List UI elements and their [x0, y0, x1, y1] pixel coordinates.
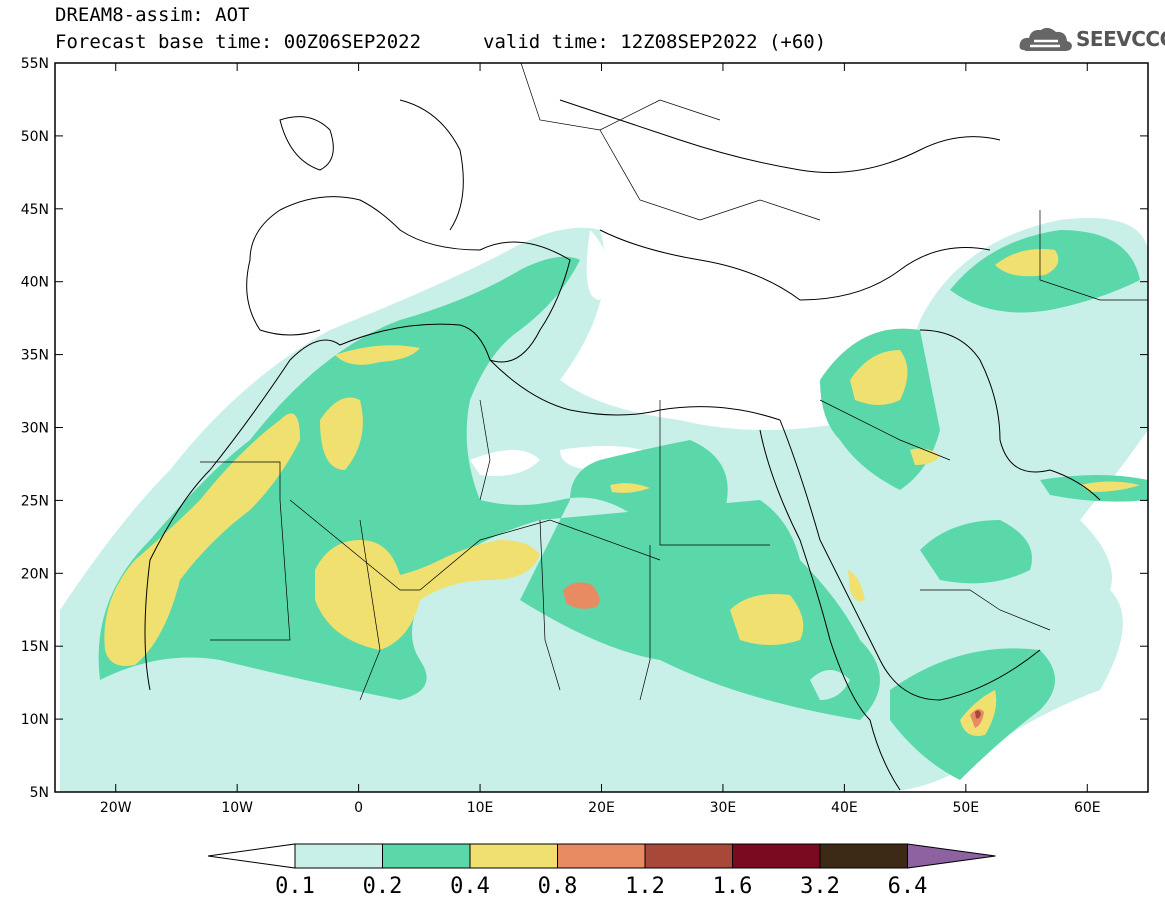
coastlines	[144, 99, 1101, 791]
colorbar-swatch	[819, 843, 908, 869]
lon-label: 10W	[221, 800, 253, 816]
colorbar-right-arrow	[907, 843, 996, 869]
longitude-axis: 20W 10W 0 10E 20E 30E 40E 50E 60E	[100, 63, 1101, 816]
lat-label: 45N	[21, 202, 49, 218]
lat-label: 10N	[21, 712, 49, 728]
lat-label: 15N	[21, 639, 49, 655]
lat-label: 5N	[30, 785, 49, 801]
cloud-icon	[1019, 27, 1072, 51]
aot-contour-1.2	[975, 710, 981, 719]
colorbar-swatch	[469, 843, 558, 869]
colorbar-left-arrow	[207, 843, 296, 869]
country-borders	[200, 63, 1148, 701]
colorbar-label: 3.2	[800, 874, 840, 899]
lon-label: 60E	[1074, 800, 1101, 816]
lon-label: 0	[354, 800, 363, 816]
forecast-base-time: Forecast base time: 00Z06SEP2022	[55, 31, 422, 53]
valid-time: valid time: 12Z08SEP2022 (+60)	[483, 31, 827, 53]
colorbar-label: 0.4	[450, 874, 490, 899]
colorbar-label: 0.8	[538, 874, 578, 899]
lat-label: 35N	[21, 348, 49, 364]
map-title: DREAM8-assim: AOT	[55, 4, 250, 26]
colorbar-label: 1.6	[713, 874, 753, 899]
colorbar-label: 0.1	[275, 874, 315, 899]
colorbar-swatch	[294, 843, 383, 869]
colorbar-swatch	[557, 843, 646, 869]
lat-label: 40N	[21, 275, 49, 291]
lat-label: 50N	[21, 129, 49, 145]
colorbar-swatch	[382, 843, 471, 869]
aot-contour-0.4	[104, 249, 1140, 736]
lat-label: 20N	[21, 566, 49, 582]
lon-label: 50E	[952, 800, 979, 816]
seevccc-logo: SEEVCCC	[1018, 24, 1165, 56]
colorbar-swatch	[644, 843, 733, 869]
lat-label: 55N	[21, 56, 49, 72]
lon-label: 20E	[588, 800, 615, 816]
colorbar-label: 0.2	[363, 874, 403, 899]
colorbar: 0.1 0.2 0.4 0.8 1.2 1.6 3.2 6.4	[207, 843, 996, 899]
lon-label: 30E	[710, 800, 737, 816]
latitude-axis: 55N 50N 45N 40N 35N 30N 25N 20N 15N 10N 5N	[21, 56, 1148, 801]
logo-text: SEEVCCC	[1076, 27, 1165, 51]
lon-label: 40E	[831, 800, 858, 816]
colorbar-label: 1.2	[625, 874, 665, 899]
lat-label: 30N	[21, 421, 49, 437]
lon-label: 20W	[100, 800, 132, 816]
colorbar-swatch	[732, 843, 821, 869]
lat-label: 25N	[21, 493, 49, 509]
lon-label: 10E	[467, 800, 494, 816]
colorbar-label: 6.4	[888, 874, 928, 899]
